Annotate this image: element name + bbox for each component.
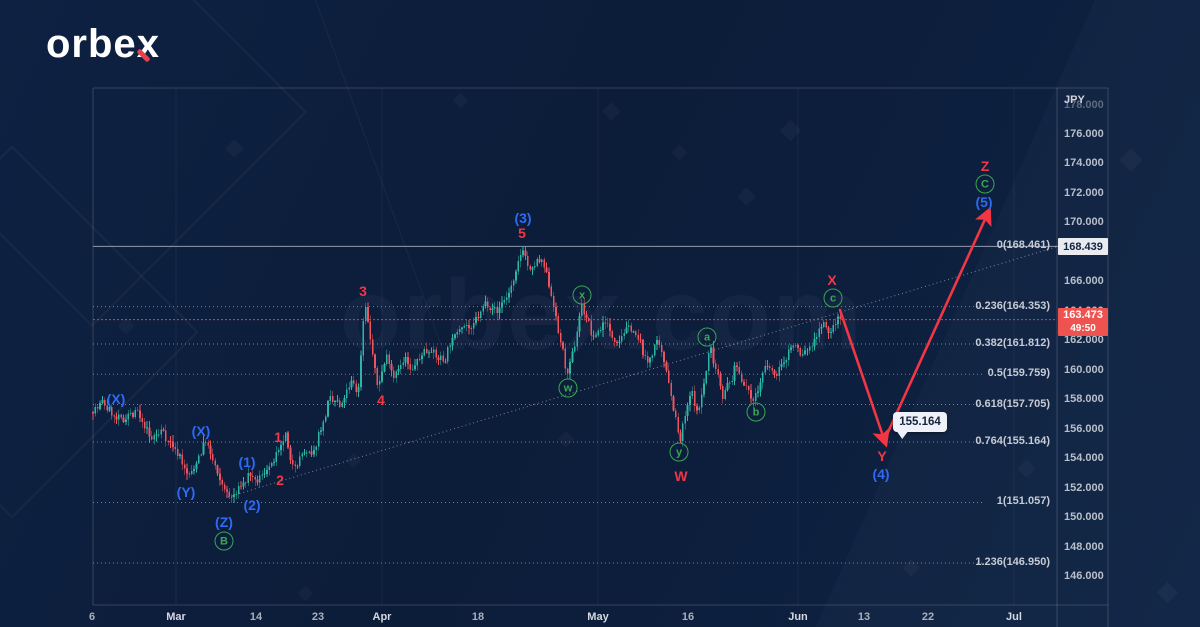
trendline	[227, 246, 1057, 498]
candlestick-series[interactable]	[92, 246, 844, 504]
projection-arrow	[838, 308, 890, 448]
projection-arrow	[882, 206, 992, 443]
orbex-logo: orbe x	[46, 22, 160, 67]
logo-x: x	[136, 22, 160, 66]
logo-text: orbe	[46, 22, 137, 66]
